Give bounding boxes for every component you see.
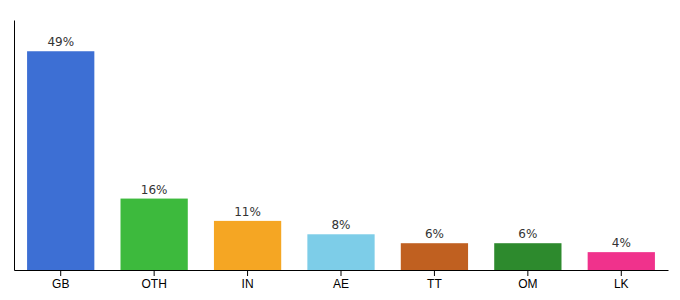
data-labels: 49% 16% 11% 8% 6% 6% 4% <box>47 35 630 250</box>
x-tick: AE <box>333 270 349 291</box>
x-tick-label: LK <box>614 277 629 291</box>
x-tick-mark <box>247 270 248 276</box>
x-tick-label: OM <box>518 277 537 291</box>
x-tick-mark <box>341 270 342 276</box>
data-label: 8% <box>331 218 350 232</box>
x-tick-mark <box>434 270 435 276</box>
x-tick-label: AE <box>333 277 349 291</box>
plot: GB OTH IN AE TT OM LK 49% 16% 11% 8% 6% 6% 4% <box>15 21 669 291</box>
bar <box>121 199 188 270</box>
x-tick: LK <box>614 270 629 291</box>
x-tick: IN <box>242 270 254 291</box>
x-tick-mark <box>60 270 61 276</box>
data-label: 6% <box>518 227 537 241</box>
x-tick: TT <box>427 270 442 291</box>
chart: GB OTH IN AE TT OM LK 49% 16% 11% 8% 6% 6% 4% <box>0 0 680 300</box>
x-tick-mark <box>621 270 622 276</box>
bar <box>27 51 94 270</box>
bar <box>588 252 655 270</box>
bar <box>494 243 561 270</box>
y-axis-line <box>14 21 15 271</box>
x-tick-mark <box>154 270 155 276</box>
x-tick-label: IN <box>242 277 254 291</box>
bar <box>307 234 374 270</box>
y-axis <box>14 21 15 271</box>
bar <box>214 221 281 270</box>
x-tick-label: OTH <box>141 277 166 291</box>
x-tick-mark <box>527 270 528 276</box>
data-label: 49% <box>47 35 74 49</box>
x-tick: GB <box>52 270 69 291</box>
data-label: 11% <box>234 205 261 219</box>
data-label: 6% <box>425 227 444 241</box>
x-tick: OM <box>518 270 537 291</box>
x-tick-label: GB <box>52 277 69 291</box>
bar <box>401 243 468 270</box>
data-label: 4% <box>612 236 631 250</box>
x-tick: OTH <box>141 270 166 291</box>
data-label: 16% <box>141 183 168 197</box>
x-tick-label: TT <box>427 277 442 291</box>
bars <box>27 51 655 270</box>
x-axis: GB OTH IN AE TT OM LK <box>15 270 669 291</box>
